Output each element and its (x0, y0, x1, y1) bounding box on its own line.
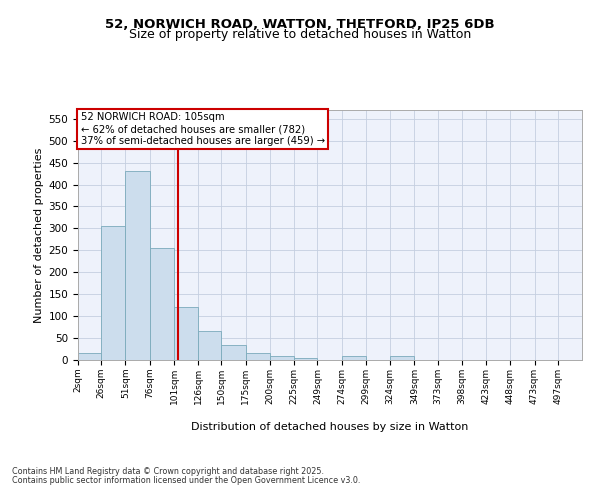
Y-axis label: Number of detached properties: Number of detached properties (34, 148, 44, 322)
Text: Contains public sector information licensed under the Open Government Licence v3: Contains public sector information licen… (12, 476, 361, 485)
Text: 52 NORWICH ROAD: 105sqm
← 62% of detached houses are smaller (782)
37% of semi-d: 52 NORWICH ROAD: 105sqm ← 62% of detache… (80, 112, 325, 146)
Bar (101, 226, 125, 360)
Bar (150, 248, 174, 360)
Bar (78, 354, 101, 360)
Bar (221, 344, 245, 360)
Text: Distribution of detached houses by size in Watton: Distribution of detached houses by size … (191, 422, 469, 432)
Bar (390, 356, 415, 360)
Bar (245, 354, 270, 360)
Text: Contains HM Land Registry data © Crown copyright and database right 2025.: Contains HM Land Registry data © Crown c… (12, 467, 324, 476)
Bar (270, 356, 294, 360)
Bar (198, 332, 221, 360)
Bar (294, 358, 317, 360)
Text: Size of property relative to detached houses in Watton: Size of property relative to detached ho… (129, 28, 471, 41)
Text: 52, NORWICH ROAD, WATTON, THETFORD, IP25 6DB: 52, NORWICH ROAD, WATTON, THETFORD, IP25… (105, 18, 495, 30)
Bar (125, 172, 150, 360)
Bar (174, 308, 198, 360)
Bar (341, 356, 366, 360)
